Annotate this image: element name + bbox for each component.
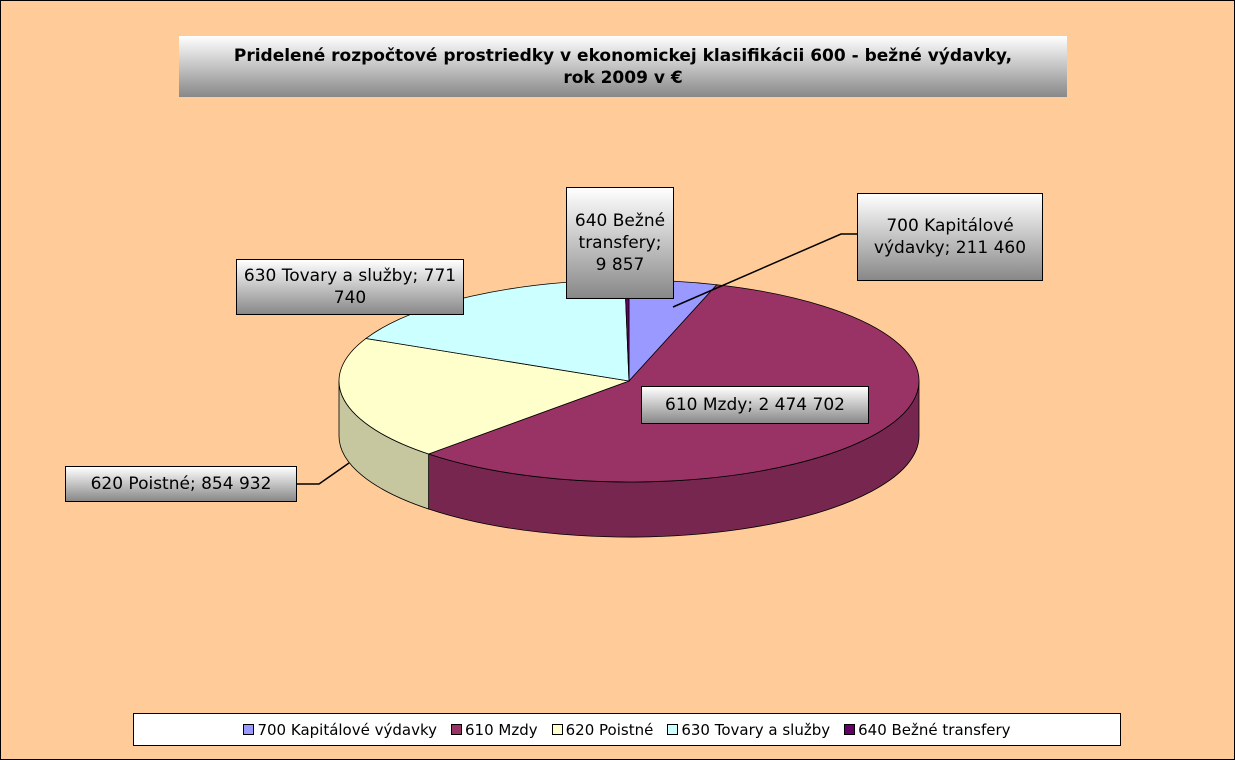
- leader-line: [672, 233, 857, 308]
- legend-item: 700 Kapitálové výdavky: [243, 721, 437, 739]
- data-label-value: 2 474 702: [758, 395, 845, 415]
- legend-swatch: [667, 724, 679, 735]
- data-label-category: 620 Poistné: [90, 474, 190, 494]
- data-label-category: 630 Tovary a služby: [243, 266, 413, 286]
- slice: [338, 338, 631, 455]
- data-label-separator: ;: [747, 395, 754, 415]
- data-label-separator: ;: [944, 238, 951, 258]
- data-label-category: 610 Mzdy: [665, 395, 748, 415]
- legend-label: 640 Bežné transfery: [858, 720, 1011, 739]
- legend-item: 620 Poistné: [551, 720, 654, 739]
- legend: 700 Kapitálové výdavky 610 Mzdy 620 Poistn…: [133, 713, 1121, 746]
- data-label: 610 Mzdy; 2 474 702: [641, 386, 869, 424]
- data-label: 640 Bežné transfery; 9 857: [566, 187, 674, 299]
- data-label-value: 854 932: [201, 474, 272, 494]
- side-shade: [428, 381, 919, 537]
- data-label-text: 630 Tovary a služby; 771 740: [243, 265, 457, 309]
- legend-label: 620 Poistné: [565, 720, 654, 739]
- data-label-value: 9 857: [595, 255, 645, 275]
- data-label-text: 640 Bežné transfery; 9 857: [573, 210, 667, 276]
- legend-label: 610 Mzdy: [465, 720, 538, 739]
- data-label-category: 700 Kapitálové výdavky: [873, 216, 1014, 258]
- legend-label: 700 Kapitálové výdavky: [257, 720, 437, 739]
- legend-item: 630 Tovary a služby: [667, 721, 830, 739]
- data-label-separator: ;: [189, 474, 196, 494]
- legend-label: 630 Tovary a služby: [681, 720, 831, 739]
- data-label: 620 Poistné; 854 932: [65, 466, 297, 502]
- data-label: 630 Tovary a služby; 771 740: [236, 259, 464, 315]
- data-label-text: 610 Mzdy; 2 474 702: [665, 394, 845, 416]
- data-label-text: 700 Kapitálové výdavky; 211 460: [864, 215, 1036, 259]
- data-label-separator: ;: [412, 266, 419, 286]
- legend-item: 610 Mzdy: [451, 721, 538, 739]
- legend-swatch: [451, 724, 462, 735]
- data-label-category: 640 Bežné transfery: [574, 211, 666, 253]
- legend-swatch: [551, 724, 563, 735]
- data-label: 700 Kapitálové výdavky; 211 460: [857, 193, 1043, 281]
- legend-swatch: [844, 724, 856, 735]
- legend-item: 640 Bežné transfery: [844, 720, 1011, 739]
- data-label-text: 620 Poistné; 854 932: [91, 473, 272, 495]
- side-shade: [339, 381, 429, 510]
- chart-title: Pridelené rozpočtové prostriedky v ekono…: [179, 36, 1067, 97]
- data-label-separator: ;: [655, 233, 662, 253]
- data-label-value: 771 740: [333, 266, 457, 308]
- slice: [427, 284, 920, 483]
- data-label-value: 211 460: [955, 238, 1027, 258]
- leader-line: [297, 462, 350, 485]
- legend-swatch: [243, 724, 255, 735]
